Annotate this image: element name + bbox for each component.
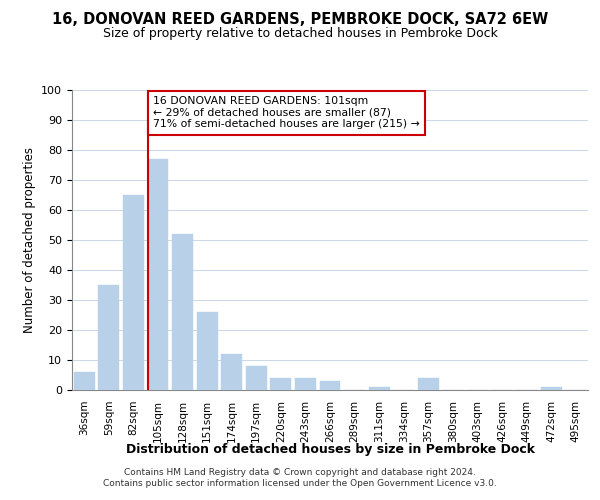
Text: Distribution of detached houses by size in Pembroke Dock: Distribution of detached houses by size …	[125, 442, 535, 456]
Bar	[418, 378, 439, 390]
Bar	[123, 195, 144, 390]
Bar	[197, 312, 218, 390]
Y-axis label: Number of detached properties: Number of detached properties	[23, 147, 36, 333]
Bar	[221, 354, 242, 390]
Text: Size of property relative to detached houses in Pembroke Dock: Size of property relative to detached ho…	[103, 28, 497, 40]
Bar	[74, 372, 95, 390]
Bar	[271, 378, 292, 390]
Bar	[368, 387, 389, 390]
Bar	[246, 366, 267, 390]
Bar	[98, 285, 119, 390]
Bar	[172, 234, 193, 390]
Text: Contains HM Land Registry data © Crown copyright and database right 2024.
Contai: Contains HM Land Registry data © Crown c…	[103, 468, 497, 487]
Text: 16, DONOVAN REED GARDENS, PEMBROKE DOCK, SA72 6EW: 16, DONOVAN REED GARDENS, PEMBROKE DOCK,…	[52, 12, 548, 28]
Text: 16 DONOVAN REED GARDENS: 101sqm
← 29% of detached houses are smaller (87)
71% of: 16 DONOVAN REED GARDENS: 101sqm ← 29% of…	[153, 96, 420, 129]
Bar	[541, 387, 562, 390]
Bar	[148, 159, 169, 390]
Bar	[295, 378, 316, 390]
Bar	[320, 381, 340, 390]
